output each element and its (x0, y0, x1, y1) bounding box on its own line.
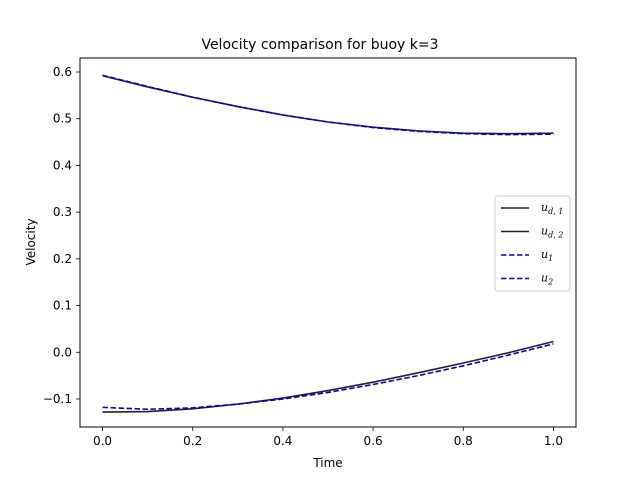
series-line-2 (102, 340, 554, 413)
x-tick-label: 0.2 (183, 434, 202, 448)
y-tick-label: 0.2 (53, 252, 72, 266)
x-tick-label: 0.0 (93, 434, 112, 448)
plot-area (102, 74, 554, 413)
y-tick-label: 0.6 (53, 65, 72, 79)
x-tick-label: 0.4 (273, 434, 292, 448)
y-tick-label: 0.5 (53, 112, 72, 126)
y-tick-label: 0.0 (53, 345, 72, 359)
x-tick-label: 0.6 (364, 434, 383, 448)
y-tick-label: 0.4 (53, 158, 72, 172)
axes-ticks: 0.0 0.2 0.4 0.6 0.8 1.0 −0.1 0.0 0.1 0.2 0.3 0.4 0.5… (43, 65, 563, 448)
legend-label-1: ud, 1 (541, 201, 563, 216)
legend-label-4: u2 (541, 272, 553, 287)
legend: ud, 1 ud, 2 u1 u2 (494, 195, 571, 292)
y-tick-label: −0.1 (43, 392, 72, 406)
chart-title: Velocity comparison for buoy k=3 (201, 37, 438, 53)
series-line-3 (102, 74, 554, 136)
y-axis-title: Velocity (24, 218, 38, 265)
legend-label-2: ud, 2 (541, 225, 563, 240)
y-tick-label: 0.1 (53, 299, 72, 313)
x-tick-label: 0.8 (454, 434, 473, 448)
x-tick-label: 1.0 (544, 434, 563, 448)
y-tick-label: 0.3 (53, 205, 72, 219)
series-line-4 (102, 343, 554, 411)
plot-frame (79, 57, 577, 428)
legend-label-3: u1 (541, 248, 553, 263)
legend-box (494, 195, 571, 292)
x-axis-title: Time (312, 456, 342, 470)
